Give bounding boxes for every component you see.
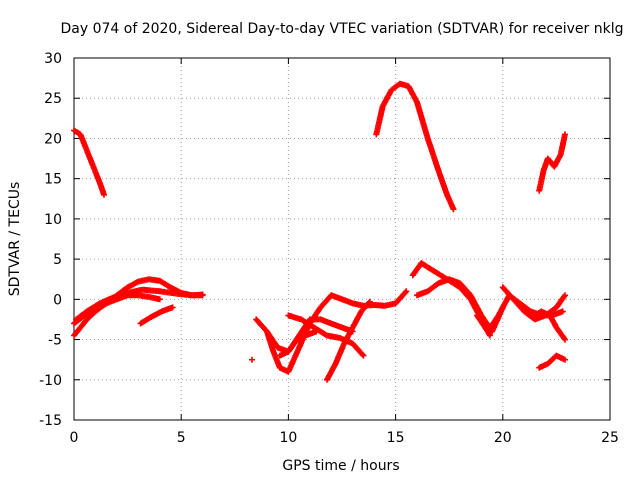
- data-point: [169, 304, 176, 311]
- x-tick-label: 25: [601, 430, 619, 446]
- grid-layer: [74, 58, 610, 420]
- y-tick-label: 5: [53, 252, 62, 268]
- series-arc-11: [328, 288, 410, 309]
- plot-frame: [73, 57, 611, 421]
- series-arc-18: [536, 352, 568, 371]
- series-arc-5: [137, 304, 176, 327]
- y-axis-label: SDTVAR / TECUs: [7, 182, 23, 297]
- y-tick-label: 20: [44, 131, 62, 147]
- data-point: [559, 308, 566, 315]
- y-tick-label: -5: [48, 333, 62, 349]
- data-point: [562, 131, 568, 138]
- series-arc-12: [373, 80, 457, 213]
- y-tick-label: 25: [44, 91, 62, 107]
- x-tick-label: 20: [494, 430, 512, 446]
- x-axis-label: GPS time / hours: [282, 458, 399, 474]
- data-point: [450, 206, 457, 213]
- ticks-layer: 0 5 10 15 20 25 -15 -10 -5 0 5 10 15 20 25 30: [39, 51, 619, 446]
- y-tick-label: -15: [39, 413, 62, 429]
- x-tick-label: 0: [70, 430, 79, 446]
- series-arc-1: [71, 127, 107, 198]
- data-point: [360, 352, 367, 359]
- series-arc-17: [532, 308, 568, 343]
- data-point: [199, 291, 206, 298]
- y-tick-label: 15: [44, 172, 62, 188]
- series-arc-10: [324, 298, 373, 383]
- x-tick-label: 5: [177, 430, 186, 446]
- data-point: [249, 356, 255, 363]
- data-point: [562, 292, 568, 299]
- y-tick-label: 30: [44, 51, 62, 67]
- data-point: [359, 351, 366, 358]
- chart-title: Day 074 of 2020, Sidereal Day-to-day VTE…: [61, 21, 624, 37]
- data-point: [562, 336, 568, 343]
- series-stray-1: [249, 356, 255, 363]
- data-point: [486, 332, 493, 339]
- x-tick-label: 10: [279, 430, 297, 446]
- y-tick-label: 10: [44, 212, 62, 228]
- y-tick-label: 0: [53, 292, 62, 308]
- y-tick-label: -10: [39, 373, 62, 389]
- data-point: [562, 356, 568, 363]
- series-arc-4: [73, 286, 206, 323]
- data-point: [403, 288, 410, 295]
- x-tick-label: 15: [387, 430, 405, 446]
- marks-layer: [71, 80, 568, 383]
- data-point: [402, 289, 409, 296]
- series-arc-16: [499, 284, 568, 323]
- data-point: [101, 191, 107, 198]
- data-point: [156, 296, 163, 303]
- series-arc-19: [536, 131, 568, 194]
